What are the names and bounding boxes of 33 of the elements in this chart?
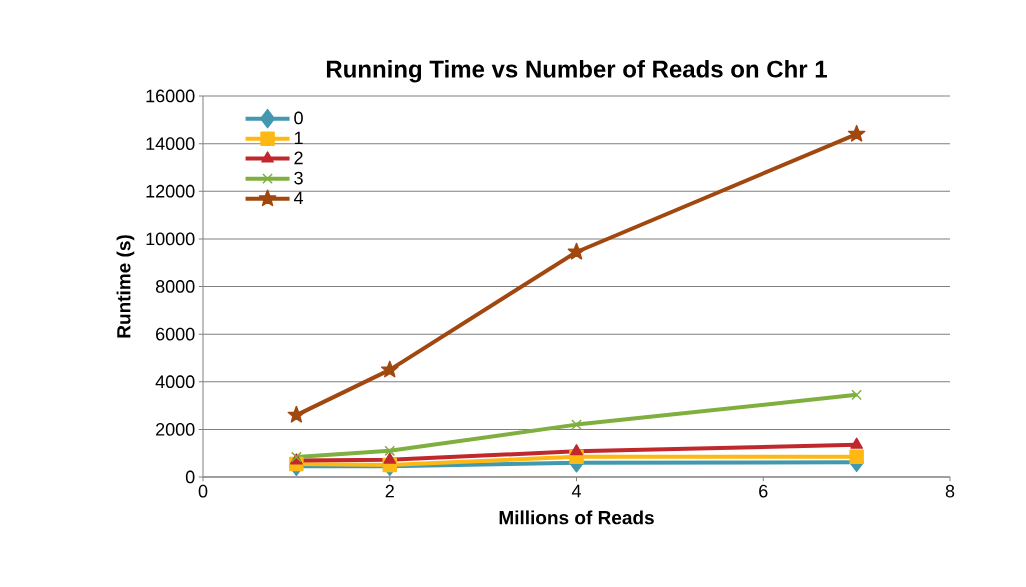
point bbox=[847, 124, 866, 142]
x-tick-label: 0 bbox=[198, 484, 208, 498]
point bbox=[850, 437, 864, 449]
legend-label: 3 bbox=[294, 171, 303, 185]
x-axis-title: Millions of Reads bbox=[499, 510, 654, 525]
y-tick-label: 6000 bbox=[156, 327, 195, 341]
legend-label: 2 bbox=[294, 151, 303, 165]
y-tick-label: 12000 bbox=[146, 184, 195, 198]
point bbox=[384, 445, 396, 457]
y-tick-label: 14000 bbox=[146, 137, 195, 150]
legend-label: 0 bbox=[294, 111, 303, 125]
y-tick-label: 8000 bbox=[155, 280, 195, 293]
point bbox=[571, 419, 582, 430]
legend-label: 4 bbox=[293, 191, 304, 205]
y-tick-label: 16000 bbox=[146, 89, 195, 103]
point bbox=[570, 444, 583, 456]
x-tick-label: 6 bbox=[759, 484, 768, 498]
y-tick-label: 0 bbox=[185, 470, 195, 484]
y-tick-label: 2000 bbox=[156, 422, 195, 436]
y-tick-label: 4000 bbox=[155, 375, 195, 389]
chart-title: Running Time vs Number of Reads on Chr 1 bbox=[326, 59, 827, 83]
point bbox=[849, 449, 864, 465]
point bbox=[851, 389, 862, 401]
point bbox=[287, 405, 306, 423]
y-axis-title: Runtime (s) bbox=[116, 235, 135, 338]
point bbox=[567, 242, 586, 260]
point bbox=[380, 360, 399, 378]
y-tick-label: 10000 bbox=[146, 232, 195, 246]
x-tick-label: 8 bbox=[945, 484, 955, 498]
x-tick-label: 4 bbox=[571, 484, 581, 498]
legend-label: 1 bbox=[294, 131, 303, 145]
point bbox=[383, 452, 397, 464]
x-tick-label: 2 bbox=[385, 484, 394, 498]
